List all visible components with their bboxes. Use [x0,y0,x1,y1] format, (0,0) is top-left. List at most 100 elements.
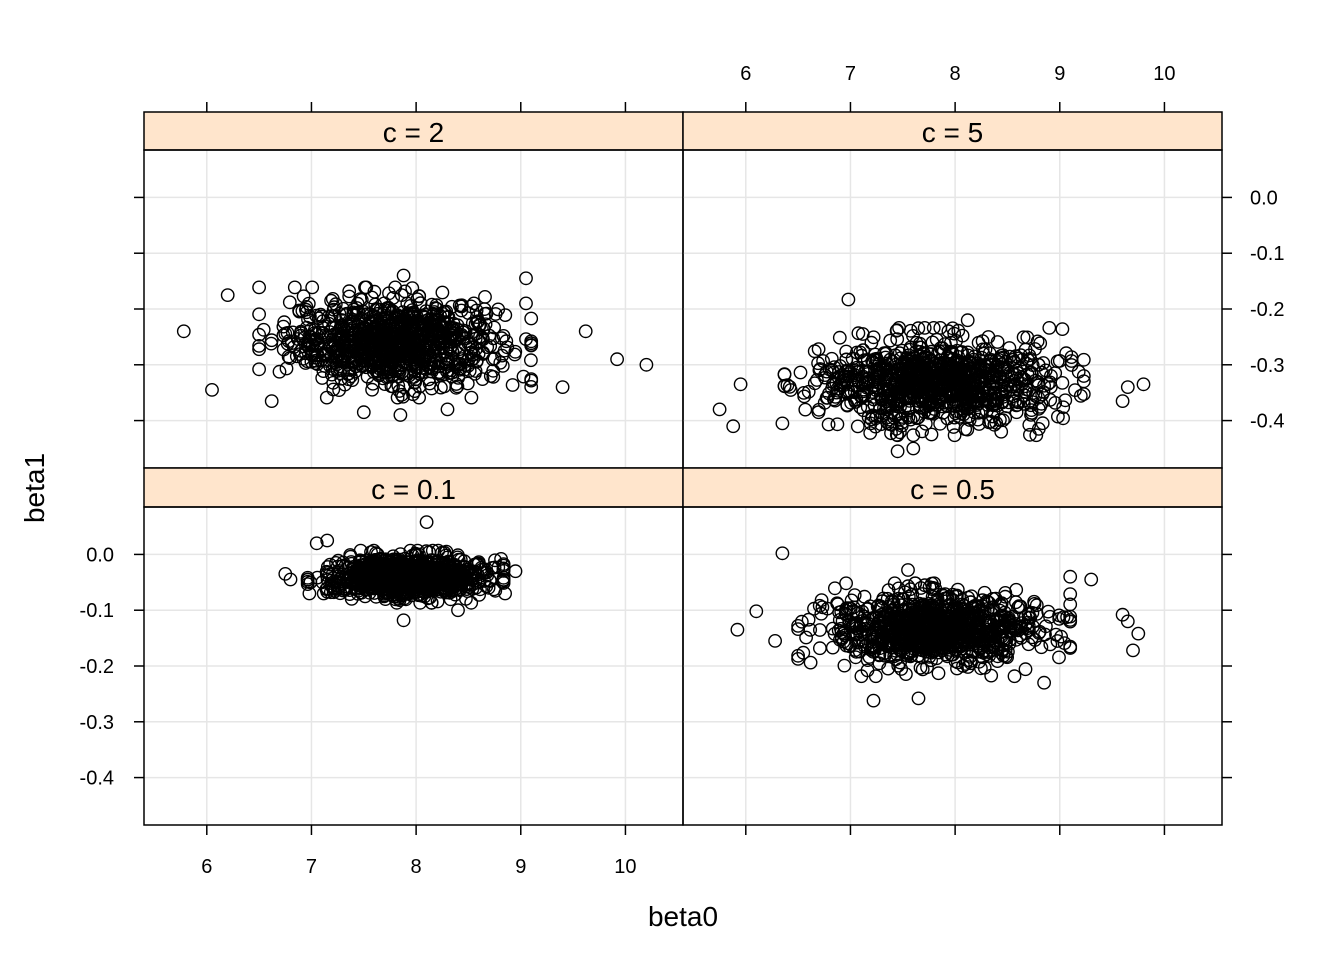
data-point [1029,607,1044,621]
data-point [412,289,427,303]
data-point [466,296,481,311]
data-point [342,289,357,304]
data-point [919,394,933,409]
data-point [466,328,481,343]
data-point [454,303,469,318]
data-point [969,628,984,642]
data-point [1012,599,1026,613]
data-point [977,377,992,392]
data-point [382,310,397,324]
data-point [974,350,989,365]
data-point [1038,363,1053,378]
data-point [835,632,849,646]
data-point [824,351,839,366]
data-point [892,406,907,421]
data-point [865,639,879,654]
data-point [861,410,876,424]
data-point [936,375,951,389]
data-point [899,667,913,681]
data-point [367,342,382,357]
data-point [856,403,871,418]
data-point [868,411,883,426]
data-point [831,623,846,638]
data-point [931,358,946,373]
data-point-outlier [890,444,905,459]
data-point [791,648,805,663]
data-point [829,376,844,391]
x-tick-label-bottom: 9 [515,856,526,878]
data-point-outlier [419,515,434,529]
data-point [357,580,372,595]
data-point [495,358,510,373]
data-point [814,593,829,607]
data-point [475,372,490,386]
data-point [1056,400,1071,415]
data-point [1022,623,1036,638]
data-point [319,390,334,405]
data-point [343,339,358,354]
strip-label-bottom-left: c = 0.1 [371,474,456,505]
data-point [434,333,448,348]
y-axis-title: beta1 [19,453,50,523]
data-point [916,617,930,631]
data-point [811,356,825,371]
data-point [343,369,358,384]
data-point [863,416,878,431]
data-point [323,339,338,354]
data-point [811,405,826,420]
data-point [837,658,852,673]
data-point [883,393,898,408]
data-point-outlier [866,693,881,708]
data-point [916,609,931,624]
data-point [473,582,487,597]
data-point [346,306,361,321]
data-point [394,387,409,402]
data-point [893,425,907,440]
data-point [1055,375,1070,390]
data-point [925,580,940,595]
data-point [994,386,1009,401]
data-point [998,586,1013,600]
data-point-outlier [841,292,856,307]
data-point [930,603,945,617]
data-point [312,325,327,340]
data-point-outlier [396,268,411,283]
data-point [828,393,842,408]
data-point [388,280,403,295]
data-point [891,658,906,673]
data-point-outlier [205,382,219,397]
data-point [392,574,407,588]
data-point [935,587,949,602]
data-point [252,307,267,322]
data-point [1050,354,1065,369]
data-point [893,385,908,399]
data-point [403,557,418,572]
data-point [912,636,927,651]
data-point [996,348,1010,362]
data-point [813,623,827,637]
strip-label-top-right: c = 5 [922,117,983,148]
data-point [369,353,384,368]
data-point-outlier [775,546,790,561]
data-point [353,566,368,581]
data-point [956,397,971,411]
data-point [807,601,821,616]
data-point [488,583,503,598]
data-point [421,353,436,367]
data-point [878,372,893,387]
data-point [955,328,970,343]
data-point [397,312,412,326]
data-point [868,363,883,377]
data-point [861,601,875,616]
x-tick-label-top: 6 [740,63,751,85]
data-point [449,380,464,395]
data-point [866,330,881,345]
data-point [405,281,420,295]
data-point [981,330,996,344]
data-point [1063,614,1078,629]
data-point [780,378,795,393]
data-point [933,626,948,641]
data-point [324,349,339,364]
data-point [1017,396,1031,411]
data-point [412,379,427,394]
